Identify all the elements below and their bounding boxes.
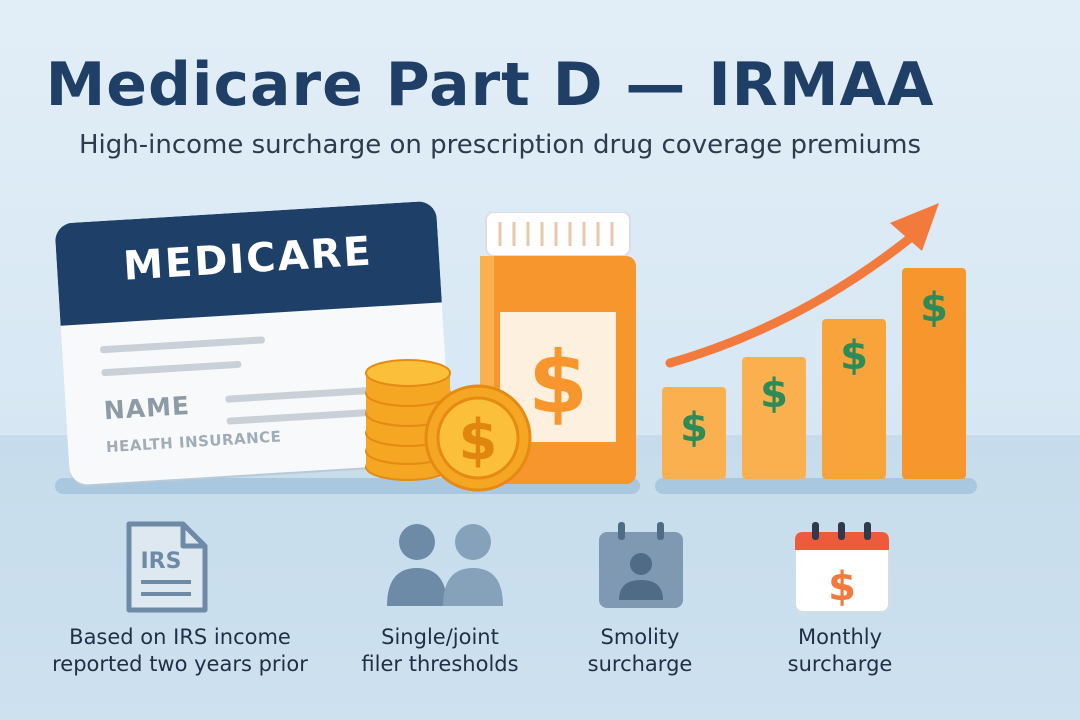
caption-line: Based on IRS income <box>69 625 291 649</box>
coin-dollar-sign: $ <box>459 408 498 473</box>
card-brand: MEDICARE <box>121 228 374 290</box>
pill-dollar-sign: $ <box>528 333 588 433</box>
card-text-line <box>226 408 377 425</box>
card-name-label: NAME <box>102 390 191 426</box>
caption-line: Monthly <box>797 625 883 649</box>
people-icon <box>387 524 503 606</box>
card-insurance-label: HEALTH INSURANCE <box>105 427 282 457</box>
feature-caption: Based on IRS income reported two years p… <box>50 624 310 678</box>
dollar-calendar-icon: $ <box>794 522 890 613</box>
card-text-line <box>101 360 242 377</box>
feature-caption: Smolity surcharge <box>510 624 770 678</box>
caption-line: surcharge <box>587 652 693 676</box>
bar-dollar-sign: $ <box>920 285 948 331</box>
rising-bars-chart-icon: $ $ $ $ <box>662 203 966 479</box>
irs-icon-text: IRS <box>141 549 182 574</box>
bar-dollar-sign: $ <box>840 333 868 379</box>
card-header-band: MEDICARE <box>54 200 442 326</box>
person-calendar-icon <box>599 522 683 608</box>
bar-dollar-sign: $ <box>760 371 788 417</box>
caption-line: filer thresholds <box>361 652 519 676</box>
caption-line: reported two years prior <box>52 652 308 676</box>
calendar-dollar-sign: $ <box>828 564 856 610</box>
caption-line: surcharge <box>787 652 893 676</box>
caption-line: Smolity <box>600 625 680 649</box>
bar-dollar-sign: $ <box>680 405 708 451</box>
feature-caption: Monthly surcharge <box>710 624 970 678</box>
card-text-line <box>99 336 266 354</box>
caption-line: Single/joint <box>381 625 499 649</box>
feature-caption: Single/joint filer thresholds <box>310 624 570 678</box>
page-subtitle: High-income surcharge on prescription dr… <box>78 130 921 160</box>
coin-icon: $ <box>424 384 532 492</box>
chart-shelf-shadow <box>655 478 977 494</box>
page-title: Medicare Part D — IRMAA <box>45 50 935 120</box>
coin-stack-icon <box>365 359 451 481</box>
irs-document-icon: IRS <box>126 521 208 613</box>
